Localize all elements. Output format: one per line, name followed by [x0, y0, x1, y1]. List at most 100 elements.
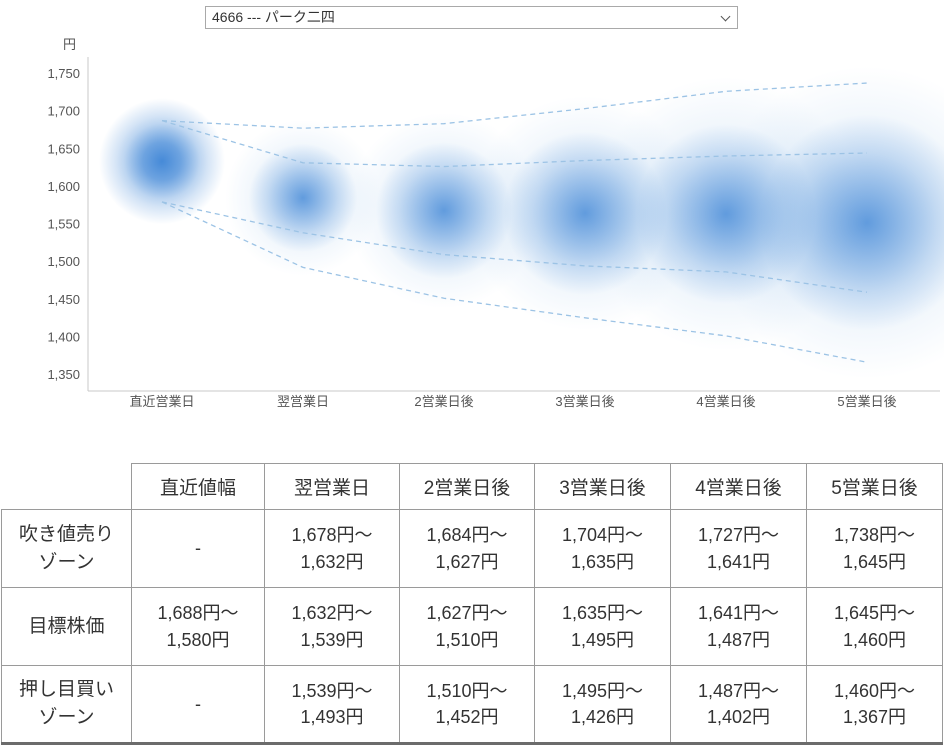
price-line-1: 1,460円～ [833, 680, 916, 701]
price-line-1: - [195, 538, 201, 559]
price-line-1: 1,539円～ [291, 680, 373, 701]
plot-area [99, 66, 944, 379]
price-line-2: 1,367円 [842, 707, 907, 727]
zone-boundary-line [161, 82, 868, 129]
stock-select[interactable]: 4666 --- パーク二四 [205, 6, 738, 29]
y-tick-label: 1,600 [47, 179, 80, 194]
forecast-target-bubble [375, 142, 513, 279]
price-line-2: 1,627円 [435, 551, 499, 572]
col-header-day3: 3営業日後 [534, 463, 671, 510]
col-header-day2: 2営業日後 [399, 463, 535, 510]
price-line-1: 1,627円～ [426, 603, 508, 624]
col-header-day4: 4営業日後 [670, 463, 807, 510]
forecast-target-bubble [99, 98, 225, 225]
x-category-label: 2営業日後 [414, 394, 473, 409]
row-label-line-1: 押し目買い [18, 679, 114, 701]
forecast-target-bubble [248, 143, 358, 253]
price-cell: 1,495円～ 1,426円 [534, 665, 671, 745]
price-cell: 1,645円～ 1,460円 [806, 587, 943, 666]
table-row-buy-zone: 押し目買い ゾーン - 1,539円～ 1,493円 1,510円～ 1,452… [1, 665, 943, 745]
forecast-chart: 円 1,750 1,700 1,650 1,600 1,550 1,500 1,450 1,40… [0, 34, 944, 454]
price-line-1: - [195, 693, 201, 714]
price-line-2: 1,452円 [435, 707, 499, 727]
price-line-1: 1,738円～ [833, 525, 916, 546]
price-cell: 1,632円～ 1,539円 [264, 587, 400, 666]
price-cell: 1,688円～ 1,580円 [131, 587, 265, 666]
price-cell: - [131, 665, 265, 745]
row-label-buy-zone: 押し目買い ゾーン [1, 665, 132, 745]
y-tick-label: 1,650 [47, 141, 80, 156]
price-cell: 1,684円～ 1,627円 [399, 509, 535, 588]
row-label-target-price: 目標株価 [1, 587, 132, 666]
price-cell: 1,460円～ 1,367円 [806, 665, 943, 745]
y-tick-label: 1,750 [47, 66, 80, 81]
price-cell: 1,704円～ 1,635円 [534, 509, 671, 588]
x-category-label: 5営業日後 [837, 394, 896, 409]
price-cell: 1,678円～ 1,632円 [264, 509, 400, 588]
col-header-recent-range: 直近値幅 [131, 463, 265, 510]
price-line-2: 1,632円 [300, 551, 364, 572]
price-line-1: 1,684円～ [426, 525, 508, 546]
price-zone-table: 直近値幅 翌営業日 2営業日後 3営業日後 4営業日後 5営業日後 吹き値売り … [1, 463, 943, 745]
price-line-2: 1,402円 [706, 707, 771, 727]
col-header-day5: 5営業日後 [806, 463, 943, 510]
bubble-fan-chart: 円 1,750 1,700 1,650 1,600 1,550 1,500 1,450 1,40… [47, 37, 944, 409]
price-cell: 1,641円～ 1,487円 [670, 587, 807, 666]
price-line-1: 1,678円～ [291, 525, 373, 546]
price-line-1: 1,727円～ [697, 525, 780, 546]
y-tick-label: 1,450 [47, 292, 80, 307]
table-row-target-price: 目標株価 1,688円～ 1,580円 1,632円～ 1,539円 1,627… [1, 587, 943, 666]
toolbar: 4666 --- パーク二四 [0, 0, 944, 34]
price-line-1: 1,641円～ [697, 603, 780, 624]
y-tick-label: 1,400 [47, 329, 80, 344]
x-category-label: 4営業日後 [696, 394, 755, 409]
table-corner-cell [1, 463, 132, 510]
y-tick-label: 1,550 [47, 217, 80, 232]
price-line-2: 1,510円 [435, 629, 499, 650]
forecast-target-bubble [503, 131, 667, 295]
price-cell: 1,727円～ 1,641円 [670, 509, 807, 588]
forecast-target-bubble [759, 114, 944, 331]
row-label-line-1: 吹き値売り [18, 523, 114, 545]
price-line-1: 1,645円～ [833, 603, 916, 624]
price-cell: 1,487円～ 1,402円 [670, 665, 807, 745]
x-category-label: 翌営業日 [277, 394, 329, 409]
stock-select-wrap: 4666 --- パーク二四 [205, 6, 738, 29]
col-header-next-day: 翌営業日 [264, 463, 400, 510]
price-line-2: 1,641円 [706, 551, 771, 572]
price-cell: - [131, 509, 265, 588]
price-cell: 1,635円～ 1,495円 [534, 587, 671, 666]
price-line-1: 1,495円～ [561, 680, 644, 701]
zone-boundary-line [161, 201, 868, 293]
price-line-2: 1,635円 [570, 551, 635, 572]
price-line-1: 1,487円～ [697, 680, 780, 701]
price-line-1: 1,632円～ [291, 603, 373, 624]
zone-boundary-line [161, 201, 868, 363]
price-line-2: 1,493円 [300, 707, 364, 727]
price-cell: 1,539円～ 1,493円 [264, 665, 400, 745]
price-line-1: 1,510円～ [426, 680, 508, 701]
table-header-row: 直近値幅 翌営業日 2営業日後 3営業日後 4営業日後 5営業日後 [1, 463, 943, 510]
price-cell: 1,510円～ 1,452円 [399, 665, 535, 745]
price-line-2: 1,460円 [842, 629, 907, 650]
price-line-1: 1,704円～ [561, 525, 644, 546]
price-line-1: 1,688円～ [157, 603, 239, 624]
price-line-2: 1,539円 [300, 629, 364, 650]
price-line-2: 1,645円 [842, 551, 907, 572]
row-label-line-2: ゾーン [38, 707, 95, 728]
row-label-line-1: 目標株価 [28, 615, 105, 637]
y-tick-label: 1,350 [47, 367, 80, 382]
price-line-2: 1,495円 [570, 629, 635, 650]
y-tick-label: 1,700 [47, 104, 80, 119]
price-cell: 1,627円～ 1,510円 [399, 587, 535, 666]
price-line-1: 1,635円～ [561, 603, 644, 624]
x-category-label: 直近営業日 [129, 394, 194, 409]
x-category-label: 3営業日後 [555, 394, 614, 409]
y-axis-unit-label: 円 [63, 37, 76, 52]
row-label-line-2: ゾーン [38, 551, 95, 573]
y-tick-label: 1,500 [47, 254, 80, 269]
price-line-2: 1,487円 [706, 629, 771, 650]
price-line-2: 1,580円 [166, 629, 230, 650]
row-label-sell-zone: 吹き値売り ゾーン [1, 509, 132, 588]
price-cell: 1,738円～ 1,645円 [806, 509, 943, 588]
